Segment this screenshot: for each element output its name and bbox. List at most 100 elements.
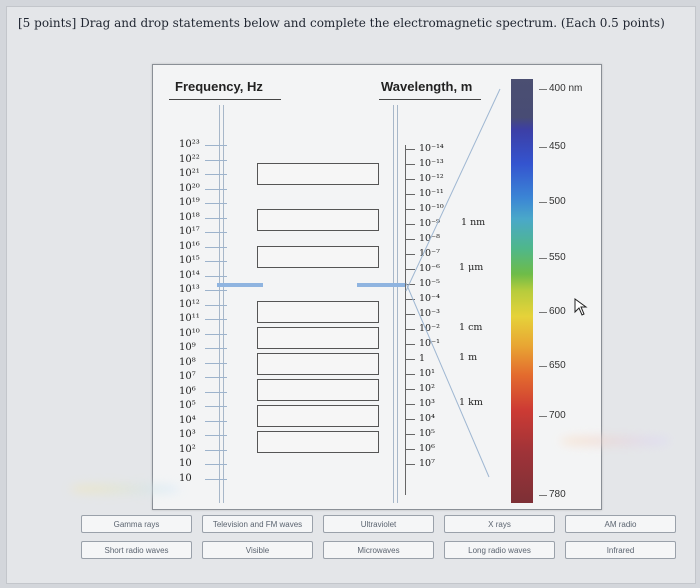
wavelength-tick bbox=[405, 449, 415, 450]
drop-slot-3[interactable] bbox=[257, 246, 379, 268]
frequency-label: 10⁹ bbox=[179, 342, 196, 353]
drop-slot-7[interactable] bbox=[257, 379, 379, 401]
frequency-label: 10²¹ bbox=[179, 168, 200, 179]
frequency-tick bbox=[205, 174, 227, 175]
frequency-label: 10 bbox=[179, 458, 192, 469]
frequency-label: 10³ bbox=[179, 429, 196, 440]
zoom-line-top bbox=[405, 88, 501, 292]
frequency-tick bbox=[205, 203, 227, 204]
glare bbox=[70, 484, 180, 494]
drag-item-ultraviolet[interactable]: Ultraviolet bbox=[323, 515, 434, 533]
wavelength-tick bbox=[405, 374, 415, 375]
scale-tick bbox=[539, 366, 547, 367]
wavelength-label: 10⁴ bbox=[419, 413, 435, 424]
frequency-label: 10 bbox=[179, 472, 192, 484]
wavelength-label: 10⁻¹ bbox=[419, 338, 440, 349]
wavelength-label: 10⁻¹⁰ bbox=[419, 203, 444, 214]
scale-label: 500 bbox=[549, 196, 566, 207]
frequency-tick bbox=[205, 217, 227, 219]
drop-slot-8[interactable] bbox=[257, 405, 379, 427]
wavelength-tick bbox=[405, 284, 415, 285]
wavelength-label: 10⁻¹⁴ bbox=[419, 143, 444, 154]
wavelength-tick bbox=[405, 299, 415, 300]
drop-slot-1[interactable] bbox=[257, 163, 379, 185]
frequency-axis-line bbox=[223, 105, 224, 503]
drag-item-television-fm[interactable]: Television and FM waves bbox=[202, 515, 313, 533]
frequency-label: 10¹⁵ bbox=[179, 255, 200, 266]
visible-spectrum-bar bbox=[511, 79, 533, 503]
visible-band-marker-right bbox=[357, 283, 405, 287]
drag-item-long-radio-waves[interactable]: Long radio waves bbox=[444, 541, 555, 559]
wavelength-label: 10⁻⁶ bbox=[419, 263, 440, 274]
unit-label: 1 cm bbox=[459, 322, 483, 333]
wavelength-tick bbox=[405, 344, 415, 345]
scale-tick bbox=[539, 202, 547, 203]
drag-item-am-radio[interactable]: AM radio bbox=[565, 515, 676, 533]
frequency-tick bbox=[205, 362, 227, 364]
drop-slot-5[interactable] bbox=[257, 327, 379, 349]
frequency-label: 10² bbox=[179, 443, 196, 455]
unit-label: 1 μm bbox=[459, 262, 484, 273]
wavelength-label: 10⁻⁴ bbox=[419, 293, 440, 304]
wavelength-label: 10⁻⁹ bbox=[419, 218, 440, 229]
wavelength-label: 1 bbox=[419, 353, 426, 364]
connector-lines bbox=[405, 88, 501, 478]
glare bbox=[560, 436, 670, 446]
frequency-tick bbox=[205, 246, 227, 248]
frequency-tick bbox=[205, 304, 227, 306]
wavelength-label: 10⁻¹² bbox=[419, 173, 444, 184]
frequency-header-rule bbox=[169, 99, 281, 100]
wavelength-tick bbox=[405, 224, 415, 225]
drag-item-infrared[interactable]: Infrared bbox=[565, 541, 676, 559]
wavelength-tick bbox=[405, 314, 415, 315]
drag-item-visible[interactable]: Visible bbox=[202, 541, 313, 559]
wavelength-label: 10⁻³ bbox=[419, 308, 440, 319]
frequency-tick bbox=[205, 435, 227, 436]
wavelength-scale-line bbox=[405, 145, 406, 495]
scale-label: 700 bbox=[549, 410, 566, 421]
frequency-tick bbox=[205, 319, 227, 320]
scale-label: 650 bbox=[549, 360, 566, 371]
scale-label: 550 bbox=[549, 252, 566, 263]
wavelength-axis-line bbox=[393, 105, 394, 503]
wavelength-label: 10⁻⁵ bbox=[419, 278, 440, 289]
drag-item-short-radio-waves[interactable]: Short radio waves bbox=[81, 541, 192, 559]
drag-item-x-rays[interactable]: X rays bbox=[444, 515, 555, 533]
scale-tick bbox=[539, 495, 547, 496]
wavelength-tick bbox=[405, 389, 415, 390]
drop-slot-2[interactable] bbox=[257, 209, 379, 231]
drop-slot-9[interactable] bbox=[257, 431, 379, 453]
drag-item-microwaves[interactable]: Microwaves bbox=[323, 541, 434, 559]
unit-label: 1 m bbox=[459, 352, 478, 363]
wavelength-tick bbox=[405, 464, 415, 465]
scale-label: 600 bbox=[549, 306, 566, 317]
frequency-label: 10¹⁷ bbox=[179, 226, 200, 237]
frequency-label: 10¹³ bbox=[179, 284, 200, 295]
frequency-tick bbox=[205, 478, 227, 480]
frequency-header: Frequency, Hz bbox=[175, 79, 263, 94]
wavelength-label: 10³ bbox=[419, 398, 435, 409]
wavelength-label: 10⁵ bbox=[419, 428, 435, 439]
frequency-label: 10²⁰ bbox=[179, 182, 200, 194]
frequency-tick bbox=[205, 391, 227, 393]
scale-tick bbox=[539, 312, 547, 313]
drop-slot-6[interactable] bbox=[257, 353, 379, 375]
frequency-label: 10⁴ bbox=[179, 414, 196, 426]
drag-item-gamma-rays[interactable]: Gamma rays bbox=[81, 515, 192, 533]
wavelength-tick bbox=[405, 269, 415, 270]
frequency-tick bbox=[205, 377, 227, 378]
frequency-label: 10⁶ bbox=[179, 385, 196, 397]
drop-slot-4[interactable] bbox=[257, 301, 379, 323]
scale-tick bbox=[539, 258, 547, 259]
frequency-tick bbox=[205, 261, 227, 262]
frequency-tick bbox=[205, 232, 227, 233]
wavelength-label: 10⁻⁷ bbox=[419, 248, 440, 259]
frequency-label: 10¹⁸ bbox=[179, 211, 200, 223]
frequency-label: 10¹⁰ bbox=[179, 327, 200, 339]
wavelength-tick bbox=[405, 239, 415, 240]
frequency-label: 10⁸ bbox=[179, 356, 196, 368]
scale-tick bbox=[539, 416, 547, 417]
wavelength-label: 10⁻¹³ bbox=[419, 158, 444, 169]
frequency-label: 10²³ bbox=[179, 139, 200, 150]
frequency-tick bbox=[205, 275, 227, 277]
